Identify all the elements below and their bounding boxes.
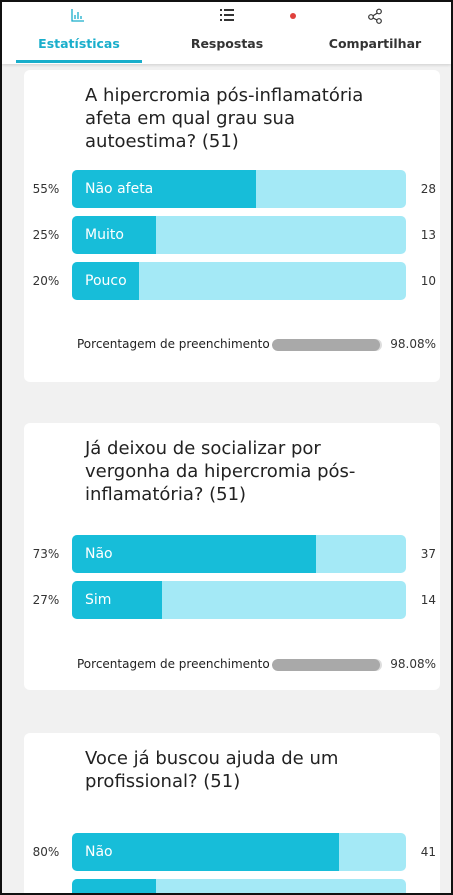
stats-icon [71, 8, 85, 22]
tab[interactable]: Estatísticas [4, 2, 154, 64]
fill-label: Porcentagem de preenchimento [77, 657, 270, 671]
question-title: A hipercromia pós-inflamatória afeta em … [85, 84, 385, 153]
option-percent: 80% [24, 845, 68, 859]
fill-percent: 98.08% [384, 337, 436, 351]
active-tab-indicator [16, 60, 142, 63]
fill-bar [272, 339, 380, 351]
option-percent: 73% [24, 547, 68, 561]
option-count: 14 [410, 593, 436, 607]
question-title: Já deixou de socializar por vergonha da … [85, 437, 385, 506]
tab-label: Compartilhar [300, 36, 450, 51]
question-card: Voce já buscou ajuda de um profissional?… [24, 733, 440, 895]
tab-bar: Estatísticas Respostas Compartilhar [2, 2, 451, 64]
option-percent: 25% [24, 228, 68, 242]
app: Estatísticas Respostas Compartilhar A hi… [0, 0, 453, 895]
fill-bar [272, 659, 380, 671]
tab-label: Respostas [152, 36, 302, 51]
fill-track [272, 339, 382, 351]
tab-label: Estatísticas [4, 36, 154, 51]
option-bar: Pouco [72, 262, 406, 300]
notification-dot [290, 13, 296, 19]
option-percent: 27% [24, 593, 68, 607]
list-icon [219, 8, 235, 22]
option-label: Não [85, 833, 113, 871]
fill-percent: 98.08% [384, 657, 436, 671]
option-label: Não afeta [85, 170, 153, 208]
option-count: 41 [410, 845, 436, 859]
option-count: 13 [410, 228, 436, 242]
option-label: Não [85, 535, 113, 573]
option-bar-fill [72, 879, 156, 895]
fill-label: Porcentagem de preenchimento [77, 337, 270, 351]
question-title: Voce já buscou ajuda de um profissional?… [85, 747, 385, 793]
share-icon [367, 8, 383, 24]
option-bar: Não [72, 833, 406, 871]
option-bar: Não [72, 535, 406, 573]
option-label: Sim [85, 581, 111, 619]
question-card: A hipercromia pós-inflamatória afeta em … [24, 70, 440, 382]
option-bar [72, 879, 406, 895]
tab[interactable]: Compartilhar [300, 2, 450, 64]
option-bar: Sim [72, 581, 406, 619]
option-count: 28 [410, 182, 436, 196]
question-card: Já deixou de socializar por vergonha da … [24, 423, 440, 690]
option-bar: Não afeta [72, 170, 406, 208]
option-label: Pouco [85, 262, 127, 300]
tab[interactable]: Respostas [152, 2, 302, 64]
option-label: Muito [85, 216, 124, 254]
fill-track [272, 659, 382, 671]
option-percent: 55% [24, 182, 68, 196]
option-bar: Muito [72, 216, 406, 254]
option-count: 10 [410, 274, 436, 288]
option-count: 37 [410, 547, 436, 561]
option-percent: 20% [24, 274, 68, 288]
